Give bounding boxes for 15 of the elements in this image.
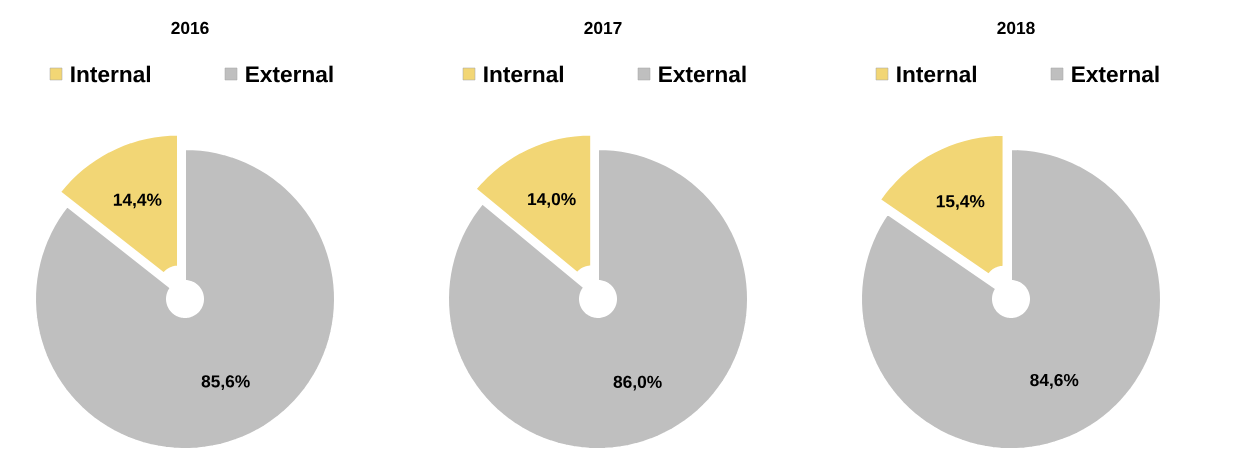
data-label: 85,6% xyxy=(201,375,250,391)
legend-label: Internal xyxy=(71,65,150,83)
data-label: 14,0% xyxy=(528,192,576,208)
data-label: 86,0% xyxy=(613,375,662,391)
chart-title: 2016 xyxy=(171,21,209,35)
data-label: 14,4% xyxy=(113,193,162,209)
legend-label: External xyxy=(1072,65,1159,83)
legend-label: Internal xyxy=(897,65,976,83)
legend-label: External xyxy=(659,65,746,83)
chart-title: 2017 xyxy=(584,21,622,35)
data-label: 15,4% xyxy=(936,195,985,210)
legend-label: External xyxy=(246,65,333,83)
legend-label: Internal xyxy=(484,65,563,83)
data-label: 84,6% xyxy=(1030,373,1079,389)
chart-title: 2018 xyxy=(997,21,1035,35)
